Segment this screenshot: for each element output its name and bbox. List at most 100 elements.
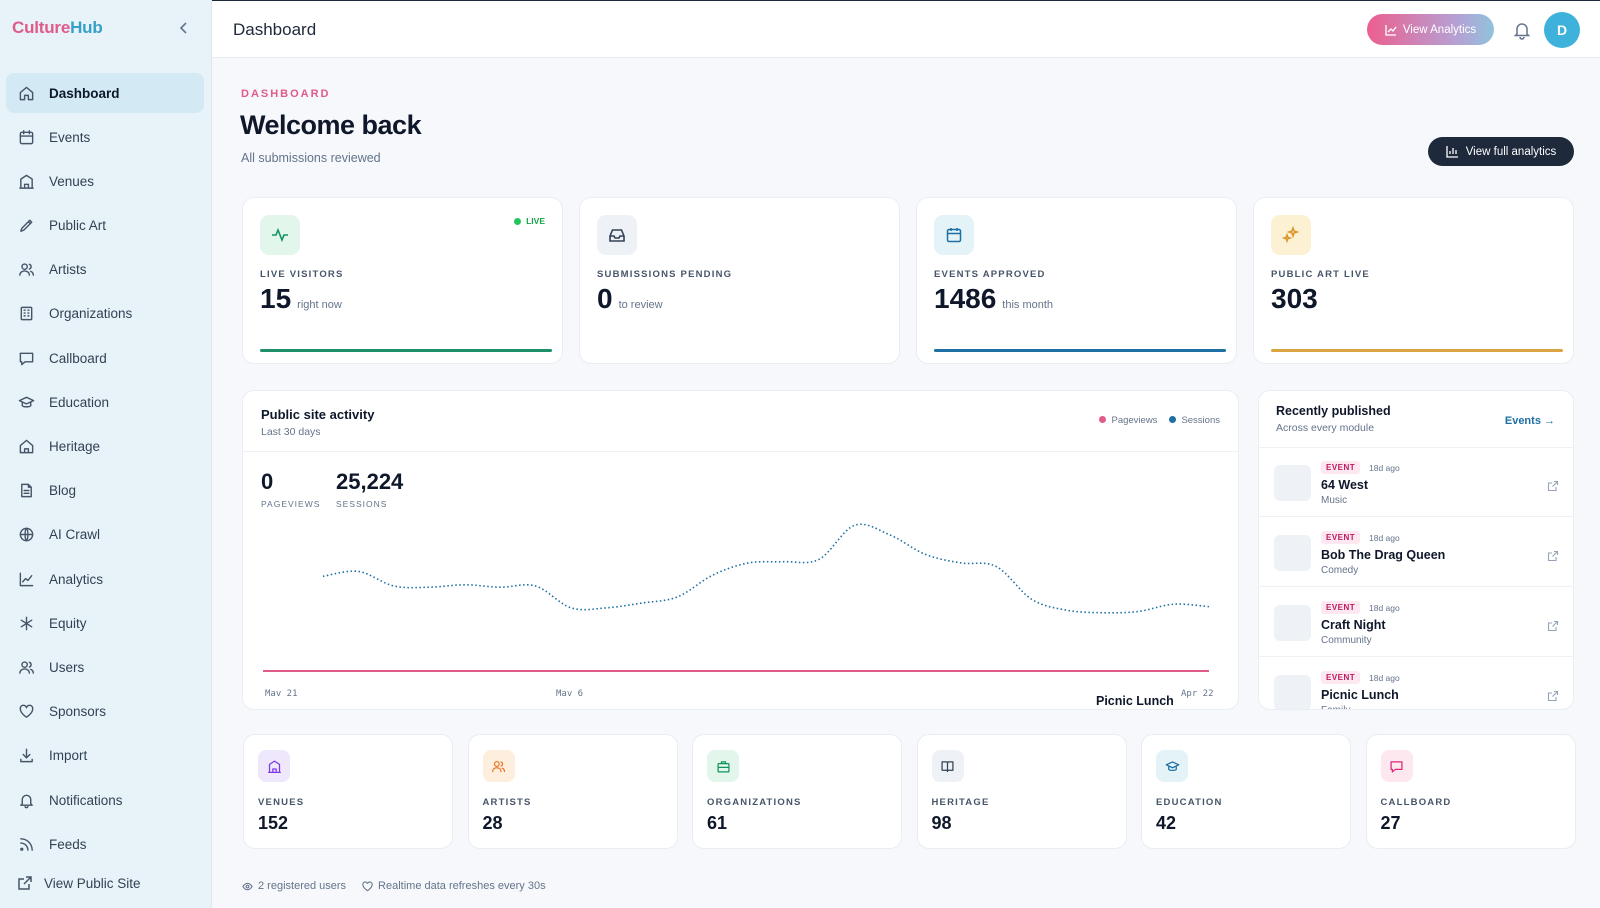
users-icon <box>17 658 35 676</box>
collapse-sidebar-icon[interactable] <box>176 20 192 36</box>
building-icon <box>258 750 290 782</box>
view-analytics-button[interactable]: View Analytics <box>1367 14 1494 45</box>
sidebar-item-dashboard[interactable]: Dashboard <box>6 73 204 113</box>
recent-item[interactable]: EVENT 18d ago Craft Night Community <box>1259 588 1573 657</box>
sidebar-item-analytics[interactable]: Analytics <box>6 559 204 599</box>
kpi-caption: SESSIONS <box>336 499 388 509</box>
kpi-sessions: 25,224 SESSIONS <box>336 469 403 509</box>
series-line-sessions <box>322 523 1210 614</box>
events-link[interactable]: Events → <box>1504 415 1555 427</box>
users-icon <box>17 261 35 279</box>
external-link-icon[interactable] <box>1547 619 1559 632</box>
module-label: EDUCATION <box>1156 797 1223 808</box>
legend-sessions[interactable]: Sessions <box>1169 415 1220 426</box>
sidebar-item-label: Import <box>49 748 88 764</box>
line-chart-icon <box>17 570 35 588</box>
view-full-analytics-button[interactable]: View full analytics <box>1428 137 1574 166</box>
avatar[interactable]: D <box>1544 12 1580 48</box>
external-link-icon[interactable] <box>1547 689 1559 702</box>
module-label: HERITAGE <box>931 797 990 808</box>
stat-label: EVENTS APPROVED <box>934 269 1046 280</box>
briefcase-icon <box>707 750 739 782</box>
stat-card-public-art-live: PUBLIC ART LIVE 303 <box>1253 197 1574 364</box>
sidebar-item-artists[interactable]: Artists <box>6 250 204 290</box>
sidebar-item-sponsors[interactable]: Sponsors <box>6 692 204 732</box>
x-tick-label: Mav 21 <box>265 689 298 699</box>
sidebar-item-heritage[interactable]: Heritage <box>6 427 204 467</box>
item-name: Bob The Drag Queen <box>1321 548 1446 562</box>
brand-part-1: Culture <box>12 18 71 37</box>
sidebar-item-label: Organizations <box>49 306 133 322</box>
sidebar-item-public-art[interactable]: Public Art <box>6 206 204 246</box>
module-label: ARTISTS <box>482 797 532 808</box>
message-icon <box>1380 750 1413 782</box>
building-icon <box>17 172 35 190</box>
activity-subtitle: Last 30 days <box>261 426 321 438</box>
sidebar-item-events[interactable]: Events <box>6 117 204 157</box>
external-link-icon <box>16 874 34 892</box>
view-analytics-label: View Analytics <box>1402 23 1477 36</box>
recent-title: Recently published <box>1276 404 1391 418</box>
type-tag: EVENT <box>1321 671 1361 684</box>
sidebar-item-import[interactable]: Import <box>6 736 204 776</box>
registered-users-label: 2 registered users <box>258 880 347 892</box>
published-ago: 18d ago <box>1369 463 1400 473</box>
external-link-icon[interactable] <box>1547 549 1559 562</box>
sidebar-item-notifications[interactable]: Notifications <box>6 780 204 820</box>
brand-logo[interactable]: CultureHub <box>12 18 103 38</box>
module-card-callboard[interactable]: CALLBOARD 27 <box>1365 734 1576 849</box>
bell-icon[interactable] <box>1512 20 1532 40</box>
legend-dot <box>1099 416 1107 423</box>
sidebar-item-blog[interactable]: Blog <box>6 471 204 511</box>
recent-item[interactable]: EVENT 18d ago 64 West Music <box>1259 448 1573 517</box>
refresh-note: Realtime data refreshes every 30s <box>362 880 546 892</box>
module-card-artists[interactable]: ARTISTS 28 <box>467 734 678 849</box>
sidebar-item-organizations[interactable]: Organizations <box>6 294 204 334</box>
sidebar-item-venues[interactable]: Venues <box>6 161 204 201</box>
module-card-heritage[interactable]: HERITAGE 98 <box>916 734 1127 849</box>
thumbnail <box>1274 535 1311 571</box>
footer: 2 registered users Realtime data refresh… <box>242 880 546 892</box>
sidebar-item-label: Notifications <box>49 792 123 808</box>
users-icon <box>482 750 515 782</box>
sidebar-item-label: Equity <box>49 615 87 631</box>
kpi-value: 0 <box>261 469 274 494</box>
stat-number: 15 <box>260 283 292 314</box>
item-category: Community <box>1321 635 1372 646</box>
sidebar-item-education[interactable]: Education <box>6 382 204 422</box>
external-link-icon[interactable] <box>1547 479 1559 492</box>
published-ago: 18d ago <box>1369 533 1400 543</box>
module-value: 61 <box>707 813 728 833</box>
inbox-icon <box>597 215 637 255</box>
recently-published-card: Recently published Across every module E… <box>1258 390 1574 710</box>
module-card-education[interactable]: EDUCATION 42 <box>1141 734 1351 849</box>
calendar-icon <box>934 215 974 255</box>
heart-icon <box>362 880 373 891</box>
sidebar-item-ai-crawl[interactable]: AI Crawl <box>6 515 204 555</box>
sidebar-item-feeds[interactable]: Feeds <box>6 824 204 864</box>
calendar-icon <box>17 128 35 146</box>
type-tag: EVENT <box>1321 531 1361 544</box>
message-icon <box>17 349 35 367</box>
eyebrow: DASHBOARD <box>241 88 331 100</box>
item-category: Family <box>1321 705 1350 709</box>
sidebar-item-users[interactable]: Users <box>6 647 204 687</box>
public-site-activity-card: Public site activity Last 30 days Pagevi… <box>242 390 1239 710</box>
activity-icon <box>260 215 300 255</box>
stat-value: 0 to review <box>597 283 663 315</box>
view-full-analytics-label: View full analytics <box>1465 145 1557 158</box>
kpi-pageviews: 0 PAGEVIEWS <box>261 469 320 509</box>
legend-label: Pageviews <box>1111 415 1158 426</box>
module-card-organizations[interactable]: ORGANIZATIONS 61 <box>692 734 902 849</box>
module-card-venues[interactable]: VENUES 152 <box>243 734 453 849</box>
sidebar-item-equity[interactable]: Equity <box>6 603 204 643</box>
thumbnail <box>1274 465 1311 501</box>
item-name: Craft Night <box>1321 618 1386 632</box>
recent-item[interactable]: EVENT 18d ago Bob The Drag Queen Comedy <box>1259 518 1573 587</box>
sidebar-item-callboard[interactable]: Callboard <box>6 338 204 378</box>
legend-pageviews[interactable]: Pageviews <box>1099 415 1157 426</box>
recent-item[interactable]: EVENT 18d ago Picnic Lunch Family <box>1259 658 1573 709</box>
divider <box>243 451 1238 452</box>
chart-legend: Pageviews Sessions <box>1099 415 1220 426</box>
view-public-site-link[interactable]: View Public Site <box>16 874 141 892</box>
